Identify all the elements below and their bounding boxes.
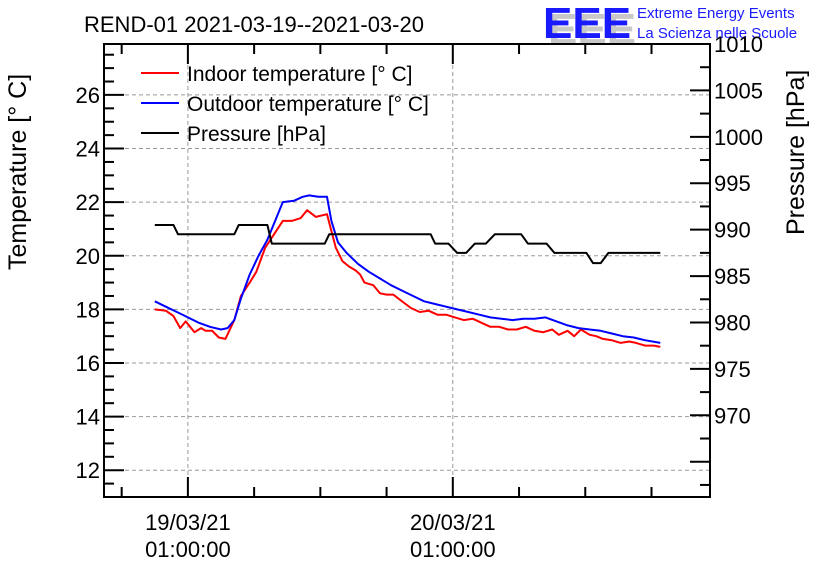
series-line-2 <box>154 224 661 265</box>
y-tick-label: 24 <box>76 137 100 162</box>
logo-line1: Extreme Energy Events <box>637 5 795 22</box>
x-tick-label-time: 01:00:00 <box>410 537 496 562</box>
eee-logo: EEE EEE Extreme Energy Events La Scienza… <box>543 0 797 54</box>
logo-line2: La Scienza nelle Scuole <box>637 25 797 42</box>
grid <box>104 44 710 497</box>
y-axis: 12 14 16 18 20 22 24 26 <box>76 53 124 498</box>
legend-label-0: Indoor temperature [° C] <box>187 63 413 86</box>
logo-text: EEE <box>543 0 631 48</box>
y-tick-label: 18 <box>76 297 100 322</box>
y2-axis-label: Pressure [hPa] <box>782 70 810 235</box>
y2-tick-label: 985 <box>714 264 751 289</box>
y-axis-label: Temperature [° C] <box>4 74 32 270</box>
x-tick-label-time: 01:00:00 <box>145 537 231 562</box>
y2-tick-label: 1010 <box>714 32 763 57</box>
y2-tick-label: 990 <box>714 218 751 243</box>
legend-label-2: Pressure [hPa] <box>187 123 326 146</box>
series-group <box>154 194 661 348</box>
x-tick-label-date: 20/03/21 <box>410 510 496 535</box>
y-tick-label: 26 <box>76 83 100 108</box>
y2-tick-label: 980 <box>714 310 751 335</box>
y-tick-label: 20 <box>76 244 100 269</box>
y-tick-label: 22 <box>76 190 100 215</box>
legend-label-1: Outdoor temperature [° C] <box>187 93 429 116</box>
x-tick-label-date: 19/03/21 <box>145 510 231 535</box>
legend: Indoor temperature [° C] Outdoor temperat… <box>141 63 429 146</box>
logo-shadow: EEE <box>548 5 636 54</box>
chart-title: REND-01 2021-03-19--2021-03-20 <box>84 12 424 37</box>
y2-tick-label: 970 <box>714 403 751 428</box>
series-line-1 <box>154 194 661 344</box>
y2-tick-label: 975 <box>714 357 751 382</box>
series-line-0 <box>154 209 661 348</box>
plot-frame <box>103 43 711 498</box>
y-tick-label: 12 <box>76 458 100 483</box>
y2-tick-label: 1000 <box>714 125 763 150</box>
y-tick-label: 16 <box>76 351 100 376</box>
y-tick-label: 14 <box>76 405 100 430</box>
y2-tick-label: 995 <box>714 171 751 196</box>
y2-axis: 970 975 980 985 990 995 1000 1005 1010 <box>690 32 763 486</box>
y2-tick-label: 1005 <box>714 78 763 103</box>
